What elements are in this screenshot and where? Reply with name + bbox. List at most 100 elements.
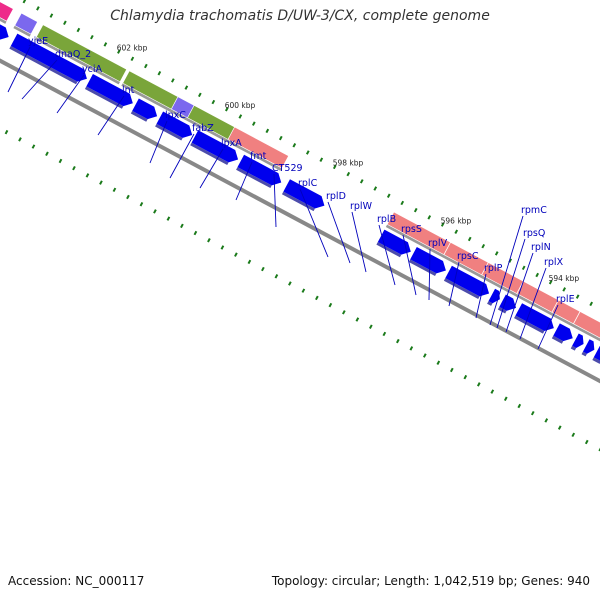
tick-mark — [45, 151, 49, 157]
gene-label: lpxC — [165, 110, 186, 121]
tick-mark — [422, 353, 427, 358]
cds-arrow-shadow — [592, 357, 600, 364]
feature-band-shadow — [169, 109, 188, 121]
cds-arrow-shadow — [84, 86, 124, 109]
tick-mark — [292, 143, 297, 148]
gene-leader-line — [7, 46, 31, 93]
gene-label: rplB — [377, 214, 396, 225]
tick-mark — [463, 374, 468, 380]
tick-mark — [238, 114, 243, 119]
tick-mark — [85, 173, 90, 178]
gene-leader-line — [97, 95, 125, 136]
tick-mark — [449, 367, 454, 373]
tick-mark — [139, 201, 144, 207]
tick-mark — [440, 222, 445, 227]
gene-leader-line — [199, 148, 224, 189]
tick-mark — [207, 238, 211, 243]
gene-label: rplX — [544, 257, 564, 268]
tick-mark — [589, 301, 594, 307]
tick-mark — [332, 164, 337, 170]
cds-arrow — [10, 33, 87, 82]
kbp-label: 598 kbp — [333, 159, 364, 168]
gene-leader-line — [149, 120, 168, 164]
gene-label: fmt — [250, 151, 267, 162]
feature-divider — [481, 262, 489, 276]
gene-leader-line — [519, 267, 547, 340]
tick-mark — [373, 186, 378, 191]
feature-divider — [551, 299, 559, 313]
tick-mark — [130, 56, 135, 62]
tick-mark — [90, 34, 94, 40]
kbp-label: 594 kbp — [549, 274, 580, 283]
tick-mark — [251, 121, 256, 126]
tick-mark — [18, 137, 22, 142]
tick-mark — [117, 49, 121, 54]
gene-leader-line — [327, 201, 351, 264]
tick-mark — [171, 78, 175, 83]
tick-mark — [584, 439, 589, 445]
gene-label: rpmC — [521, 205, 547, 216]
tick-mark — [454, 229, 459, 235]
cds-arrow — [156, 111, 193, 138]
tick-mark — [557, 425, 562, 430]
gene-leader-line — [235, 161, 253, 201]
gene-leader-line — [21, 59, 58, 100]
cds-arrow-shadow — [190, 142, 229, 165]
gene-label: CT529 — [272, 163, 303, 174]
tick-mark — [49, 13, 54, 18]
tick-mark — [72, 165, 76, 171]
cds-arrow-shadow — [443, 278, 480, 300]
tick-mark — [144, 63, 148, 69]
tick-mark — [427, 215, 432, 220]
gene-label: rpsS — [401, 224, 422, 235]
tick-mark — [278, 135, 283, 141]
gene-label: rplE — [556, 294, 575, 305]
feature-band-shadow — [0, 17, 7, 24]
tick-mark — [409, 346, 414, 351]
tick-mark — [220, 245, 225, 250]
cds-arrow — [377, 229, 411, 255]
feature-band-shadow — [186, 117, 229, 143]
tick-mark — [359, 179, 364, 184]
tick-mark — [467, 236, 472, 242]
gene-leader-line — [448, 261, 460, 307]
gene-leader-line — [505, 252, 534, 333]
cds-arrow — [237, 154, 282, 186]
gene-label: rpsC — [457, 251, 479, 262]
tick-mark — [562, 287, 567, 292]
tick-mark — [396, 338, 400, 344]
tick-mark — [184, 85, 189, 90]
tick-mark — [4, 129, 9, 135]
map-title: Chlamydia trachomatis D/UW-3/CX, complet… — [110, 8, 490, 24]
tick-mark — [328, 302, 333, 308]
cds-arrow — [86, 74, 133, 107]
kbp-label: 596 kbp — [441, 216, 472, 225]
tick-mark — [481, 243, 486, 249]
feature-band-shadow — [13, 25, 31, 37]
cds-arrow-shadow — [130, 110, 148, 122]
gene-label: rplV — [428, 238, 448, 249]
tick-mark — [103, 42, 108, 47]
gene-leader-line — [402, 234, 417, 296]
feature-band-shadow — [34, 37, 121, 85]
feature-band-shadow — [385, 224, 600, 342]
feature-divider — [573, 311, 581, 325]
gene-leader-line — [273, 173, 277, 228]
tick-mark — [494, 251, 499, 256]
tick-mark — [476, 382, 481, 387]
gene-leader-line — [537, 304, 559, 350]
tick-mark — [315, 295, 319, 301]
tick-mark — [436, 360, 441, 365]
tick-mark — [234, 252, 238, 257]
gene-leader-line — [428, 248, 431, 301]
tick-mark — [99, 180, 103, 185]
tick-mark — [36, 6, 40, 11]
cds-arrow — [488, 288, 500, 304]
genome-backbone — [0, 58, 600, 384]
tick-mark — [301, 288, 306, 293]
gene-label: yciA — [82, 64, 102, 75]
cds-arrow-shadow — [570, 345, 577, 351]
kbp-label: 600 kbp — [225, 101, 256, 110]
tick-mark — [126, 194, 130, 200]
